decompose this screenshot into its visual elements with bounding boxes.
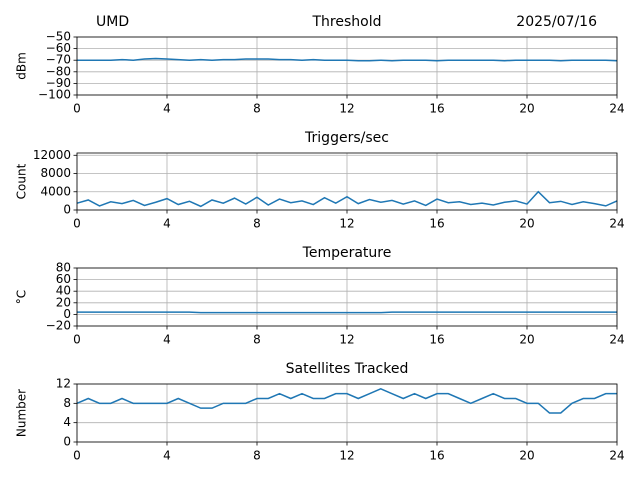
y-tick-label: 4000 — [40, 184, 71, 198]
x-tick-label: 24 — [609, 217, 624, 231]
subplot-title: Threshold — [312, 14, 382, 30]
y-tick-label: 12000 — [33, 148, 71, 162]
x-tick-label: 4 — [163, 217, 171, 231]
x-tick-label: 20 — [519, 102, 534, 116]
y-tick-label: −50 — [46, 30, 71, 44]
y-tick-label: 8 — [63, 396, 71, 410]
subplot-title: Satellites Tracked — [286, 361, 409, 377]
x-tick-label: 12 — [339, 102, 354, 116]
y-tick-label: 40 — [56, 284, 71, 298]
x-tick-label: 0 — [73, 102, 81, 116]
data-line — [76, 388, 617, 414]
y-tick-label: −100 — [38, 88, 71, 102]
data-line — [76, 190, 618, 208]
y-tick-label: −70 — [46, 53, 71, 67]
x-tick-label: 8 — [253, 449, 261, 463]
x-tick-label: 4 — [163, 102, 171, 116]
y-tick-label: 12 — [56, 377, 71, 391]
x-tick-label: 12 — [339, 449, 354, 463]
y-tick-label: 0 — [63, 203, 71, 217]
y-tick-label: 60 — [56, 272, 71, 286]
y-tick-label: 0 — [63, 435, 71, 449]
x-tick-label: 24 — [609, 102, 624, 116]
y-axis-label: Count — [15, 163, 29, 199]
x-tick-label: 8 — [253, 217, 261, 231]
y-tick-label: −60 — [46, 41, 71, 55]
axes-frame — [76, 267, 618, 327]
x-tick-label: 24 — [609, 449, 624, 463]
x-tick-label: 8 — [253, 333, 261, 347]
x-tick-label: 16 — [429, 449, 444, 463]
axes-frame — [76, 383, 618, 443]
data-line — [77, 57, 618, 62]
subplot-title: Triggers/sec — [304, 130, 389, 146]
x-tick-label: 0 — [73, 449, 81, 463]
left-title: UMD — [96, 14, 129, 30]
x-tick-label: 0 — [73, 333, 81, 347]
y-tick-label: −20 — [46, 319, 71, 333]
axes-frame — [76, 152, 618, 211]
x-tick-label: 20 — [519, 217, 534, 231]
y-tick-label: 20 — [56, 295, 71, 309]
x-tick-label: 20 — [519, 449, 534, 463]
y-tick-label: 80 — [56, 261, 71, 275]
x-tick-label: 16 — [429, 217, 444, 231]
x-tick-label: 24 — [609, 333, 624, 347]
x-tick-label: 12 — [339, 333, 354, 347]
x-tick-label: 0 — [73, 217, 81, 231]
x-tick-label: 4 — [163, 449, 171, 463]
data-line — [77, 311, 617, 314]
x-tick-label: 20 — [519, 333, 534, 347]
right-title: 2025/07/16 — [516, 14, 597, 30]
y-tick-label: −90 — [46, 76, 71, 90]
y-axis-label: Number — [15, 389, 29, 437]
x-tick-label: 4 — [163, 333, 171, 347]
x-tick-label: 12 — [339, 217, 354, 231]
x-tick-label: 16 — [429, 333, 444, 347]
y-tick-label: −80 — [46, 64, 71, 78]
y-axis-label: °C — [15, 290, 29, 304]
axes-frame — [76, 36, 618, 96]
x-tick-label: 16 — [429, 102, 444, 116]
y-axis-label: dBm — [15, 52, 29, 80]
x-tick-label: 8 — [253, 102, 261, 116]
y-tick-label: 4 — [63, 415, 71, 429]
y-tick-label: 0 — [63, 307, 71, 321]
subplot-title: Temperature — [302, 245, 392, 261]
y-tick-label: 8000 — [40, 166, 71, 180]
